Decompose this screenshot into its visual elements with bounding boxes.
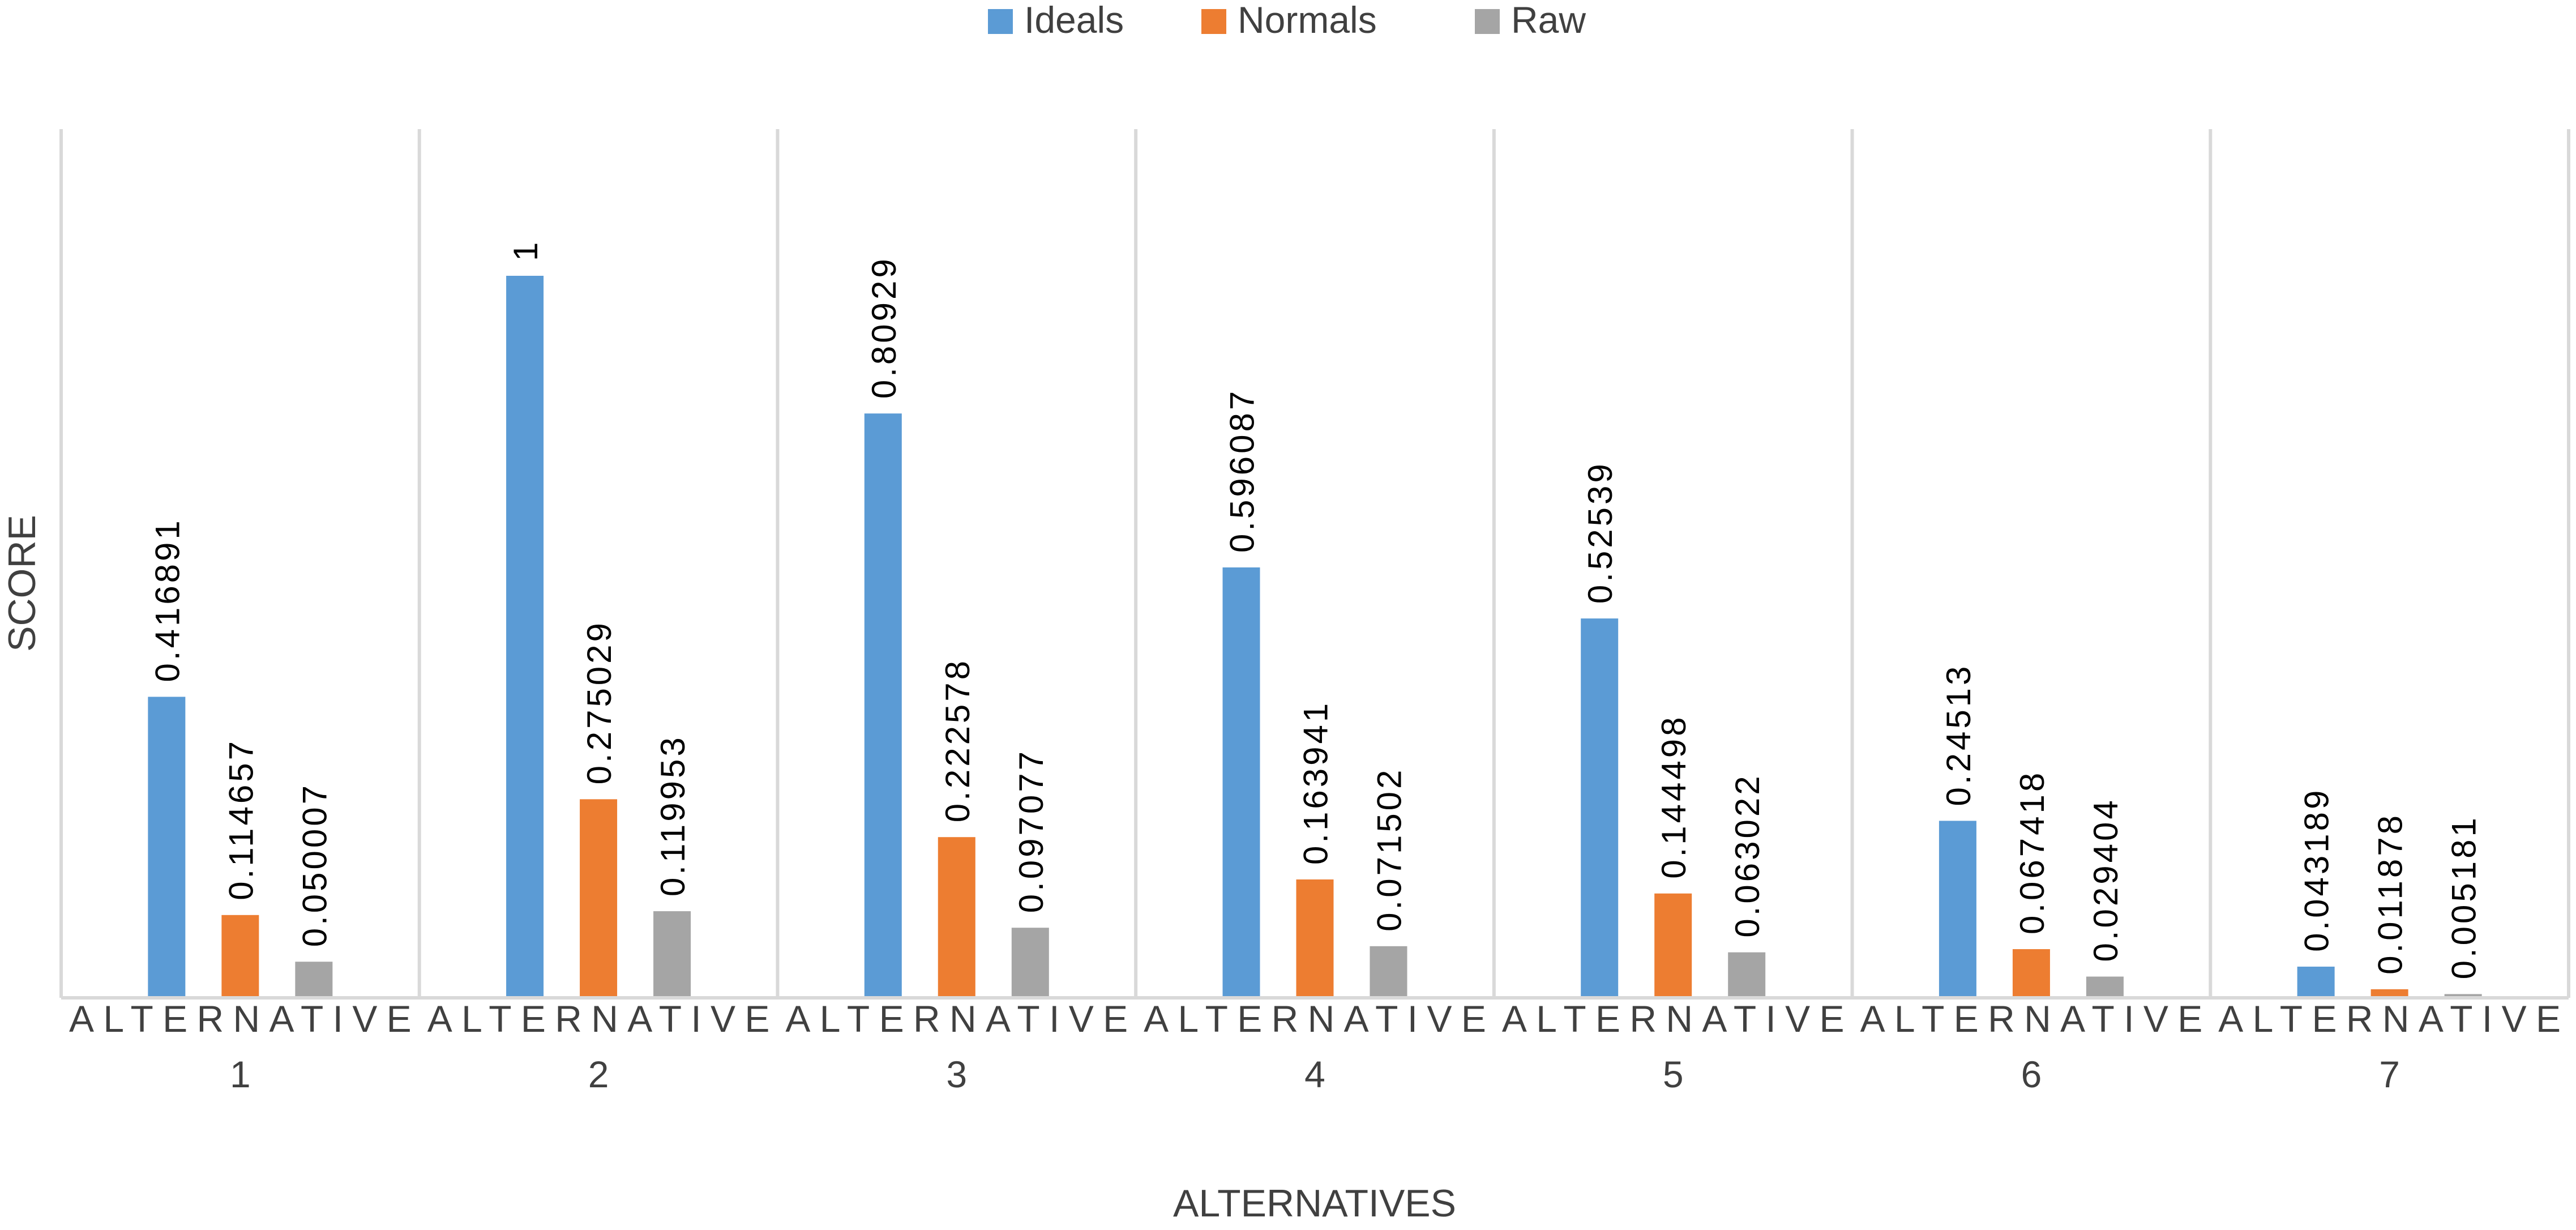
data-label-raw-1: 0.050007 <box>296 783 333 947</box>
bar-raw-5 <box>1728 952 1766 998</box>
data-label-raw-5: 0.063022 <box>1728 773 1766 937</box>
x-tick-number-3: 3 <box>946 1053 967 1095</box>
data-label-normals-6: 0.067418 <box>2013 770 2051 934</box>
data-label-ideals-1: 0.416891 <box>148 518 186 682</box>
x-tick-number-7: 7 <box>2379 1053 2400 1095</box>
bar-normals-3 <box>938 837 975 998</box>
legend-label-ideals: Ideals <box>1024 0 1124 41</box>
data-label-ideals-7: 0.043189 <box>2298 788 2336 952</box>
legend-swatch-normals <box>1201 9 1226 34</box>
data-label-normals-5: 0.144498 <box>1655 714 1693 878</box>
data-label-ideals-2: 1 <box>507 240 545 261</box>
category-separators <box>59 129 2570 998</box>
data-label-normals-4: 0.163941 <box>1297 701 1335 865</box>
x-tick-label-5: ALTERNATIVE <box>1502 998 1845 1040</box>
x-tick-label-2: ALTERNATIVE <box>427 998 770 1040</box>
bar-raw-4 <box>1370 946 1407 998</box>
bar-normals-1 <box>221 915 259 998</box>
data-label-raw-7: 0.005181 <box>2445 815 2483 979</box>
data-label-raw-2: 0.119953 <box>654 734 692 896</box>
bar-ideals-7 <box>2297 966 2335 998</box>
bar-ideals-6 <box>1939 821 1976 998</box>
bar-ideals-2 <box>506 276 544 998</box>
legend-label-normals: Normals <box>1238 0 1377 41</box>
value-labels: 0.416891 1 0.80929 0.596087 0.52539 0.24513 0.… <box>148 240 2483 980</box>
bar-raw-3 <box>1011 928 1049 998</box>
bar-normals-7 <box>2370 989 2408 998</box>
bar-raw-1 <box>295 962 333 998</box>
data-label-ideals-3: 0.80929 <box>865 256 903 399</box>
data-label-normals-7: 0.011878 <box>2372 813 2410 975</box>
x-tick-number-2: 2 <box>588 1053 609 1095</box>
bars <box>148 276 2482 998</box>
bar-normals-4 <box>1296 879 1334 998</box>
legend-label-raw: Raw <box>1511 0 1586 41</box>
data-label-normals-2: 0.275029 <box>580 620 618 784</box>
bar-ideals-1 <box>148 697 186 998</box>
y-axis-title: SCORE <box>1 515 44 652</box>
x-tick-label-1: ALTERNATIVE <box>69 998 412 1040</box>
data-label-raw-3: 0.097077 <box>1012 749 1050 913</box>
legend-swatch-raw <box>1475 9 1500 34</box>
bar-ideals-3 <box>864 413 902 998</box>
x-tick-label-3: ALTERNATIVE <box>785 998 1128 1040</box>
data-label-normals-3: 0.222578 <box>939 658 977 822</box>
bar-normals-5 <box>1654 893 1692 998</box>
x-tick-label-6: ALTERNATIVE <box>1860 998 2203 1040</box>
data-label-ideals-4: 0.596087 <box>1223 388 1261 553</box>
x-tick-labels: ALTERNATIVE 1 ALTERNATIVE 2 ALTERNATIVE 3 ALTE… <box>69 998 2561 1095</box>
bar-ideals-4 <box>1222 567 1260 998</box>
legend-swatch-ideals <box>988 9 1013 34</box>
x-tick-number-5: 5 <box>1663 1053 1684 1095</box>
data-label-raw-4: 0.071502 <box>1371 767 1409 932</box>
data-label-normals-1: 0.114657 <box>222 738 260 900</box>
x-tick-label-7: ALTERNATIVE <box>2218 998 2561 1040</box>
bar-raw-2 <box>653 911 691 998</box>
bar-raw-7 <box>2444 994 2482 998</box>
x-tick-number-4: 4 <box>1304 1053 1325 1095</box>
x-tick-label-4: ALTERNATIVE <box>1144 998 1486 1040</box>
bar-normals-6 <box>2012 949 2050 998</box>
legend: Ideals Normals Raw <box>988 0 1586 41</box>
x-axis-title: ALTERNATIVES <box>1173 1182 1456 1225</box>
x-tick-number-1: 1 <box>230 1053 251 1095</box>
bar-raw-6 <box>2086 976 2124 998</box>
data-label-raw-6: 0.029404 <box>2087 797 2125 962</box>
data-label-ideals-6: 0.24513 <box>1940 664 1978 806</box>
bar-normals-2 <box>580 799 618 998</box>
bar-ideals-5 <box>1581 618 1619 998</box>
data-label-ideals-5: 0.52539 <box>1581 461 1619 604</box>
x-tick-number-6: 6 <box>2021 1053 2042 1095</box>
